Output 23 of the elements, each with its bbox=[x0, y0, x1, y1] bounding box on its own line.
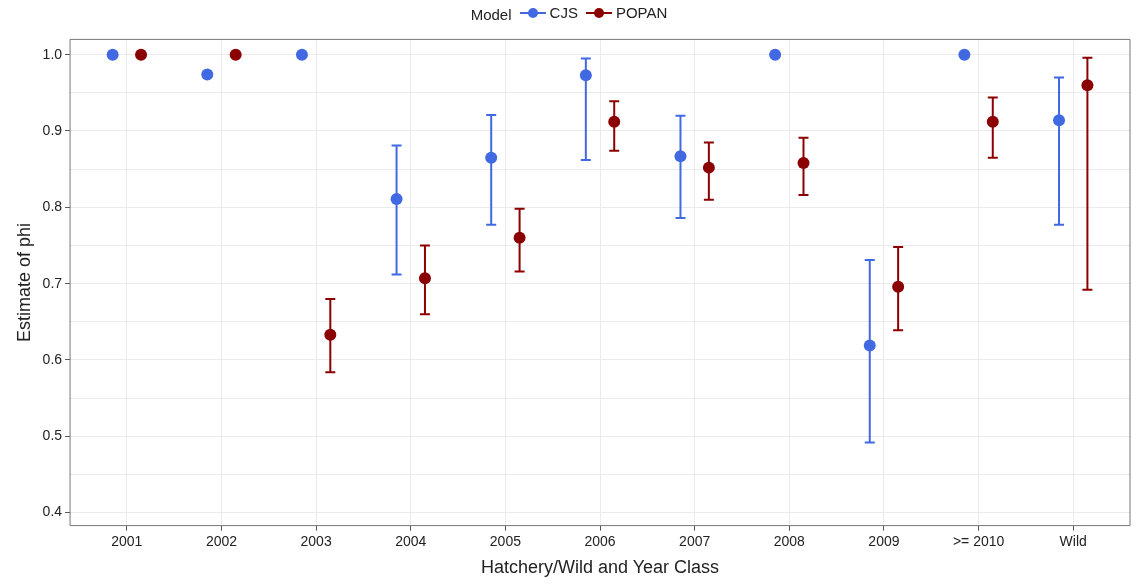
x-tick-label: 2003 bbox=[300, 532, 332, 549]
legend-title: Model bbox=[470, 5, 512, 23]
x-tick-label: 2007 bbox=[679, 532, 711, 549]
x-tick-label: 2008 bbox=[773, 532, 806, 549]
x-tick-label: 2002 bbox=[205, 532, 238, 549]
y-tick-label: 0.9 bbox=[42, 121, 63, 138]
y-tick-label: 0.5 bbox=[42, 427, 63, 444]
y-tick-label: 0.7 bbox=[42, 274, 63, 291]
x-tick-label: 2006 bbox=[584, 532, 616, 549]
x-tick-label: 2004 bbox=[395, 532, 427, 549]
legend-label: CJS bbox=[549, 4, 578, 21]
y-tick-label: 0.8 bbox=[42, 198, 63, 215]
x-tick-label: 2001 bbox=[111, 532, 143, 549]
y-tick-label: 1.0 bbox=[42, 45, 63, 62]
y-tick-label: 0.4 bbox=[42, 503, 63, 520]
x-tick-label: 2005 bbox=[489, 532, 522, 549]
x-tick-label: 2009 bbox=[868, 532, 900, 549]
x-tick-label: Wild bbox=[1059, 532, 1087, 549]
y-tick-label: 0.6 bbox=[42, 350, 63, 367]
y-axis-title: Estimate of phi bbox=[13, 222, 34, 343]
x-axis-title: Hatchery/Wild and Year Class bbox=[480, 557, 720, 578]
x-tick-label: >= 2010 bbox=[952, 532, 1005, 549]
legend-label: POPAN bbox=[615, 4, 668, 21]
